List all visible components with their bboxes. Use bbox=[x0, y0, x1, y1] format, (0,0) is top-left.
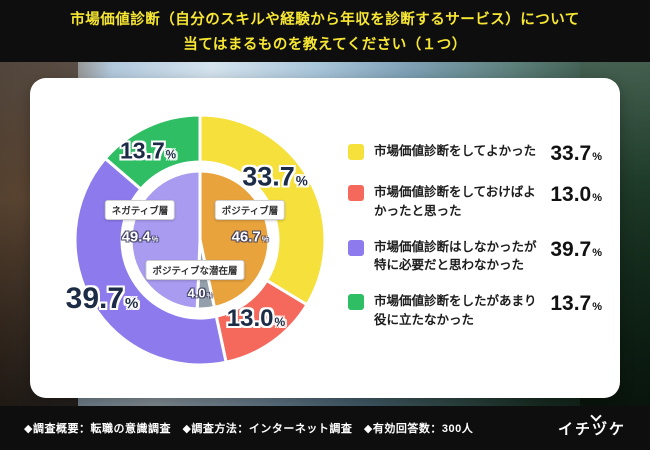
outer-pct-label-2: 13.0% bbox=[226, 305, 286, 332]
outer-pct-label-4: 13.7% bbox=[120, 137, 176, 164]
survey-info: ◆調査概要：転職の意識調査 ◆調査方法：インターネット調査 ◆有効回答数：300… bbox=[24, 423, 474, 435]
inner-pct-positive: 46.7% bbox=[231, 228, 269, 246]
inner-label-negative: ネガティブ層 bbox=[104, 200, 176, 220]
legend-item: 市場価値診断をしてよかった 33.7% bbox=[348, 142, 602, 166]
question-header: 市場価値診断（自分のスキルや経験から年収を診断するサービス）について 当てはまる… bbox=[0, 0, 650, 62]
inner-label-latent: ポジティブな潜在層 bbox=[145, 260, 245, 280]
legend-item: 市場価値診断はしなかったが特に必要だと思わなかった 39.7% bbox=[348, 238, 602, 276]
inner-label-positive: ポジティブ層 bbox=[214, 200, 286, 220]
legend-label: 市場価値診断をしてよかった bbox=[374, 144, 537, 158]
footer-bar: ◆調査概要：転職の意識調査 ◆調査方法：インターネット調査 ◆有効回答数：300… bbox=[0, 406, 650, 450]
question-line1: 市場価値診断（自分のスキルや経験から年収を診断するサービス）について bbox=[70, 12, 580, 28]
inner-pct-negative: 49.4% bbox=[121, 228, 159, 246]
legend-swatch-red bbox=[348, 185, 364, 201]
question-line2: 当てはまるものを教えてください（１つ） bbox=[183, 37, 467, 53]
donut-chart-svg bbox=[73, 113, 327, 367]
legend-label: 市場価値診断をしておけばよかったと思った bbox=[374, 185, 536, 218]
legend-swatch-purple bbox=[348, 239, 364, 256]
legend-value: 13.7% bbox=[550, 292, 602, 315]
legend-label: 市場価値診断をしたがあまり役に立たなかった bbox=[374, 294, 537, 327]
outer-pct-label-1: 33.7% bbox=[242, 161, 308, 192]
legend-label: 市場価値診断はしなかったが特に必要だと思わなかった bbox=[374, 239, 537, 273]
donut-chart: 33.7% 13.0% 39.7% 13.7% ネガティブ層 ポジティブ層 ポジ… bbox=[60, 100, 340, 380]
legend-swatch-green bbox=[348, 294, 364, 310]
outer-pct-label-3: 39.7% bbox=[65, 282, 139, 315]
legend: 市場価値診断をしてよかった 33.7% 市場価値診断をしておけばよかったと思った… bbox=[348, 142, 602, 330]
legend-value: 39.7% bbox=[550, 237, 602, 261]
legend-swatch-yellow bbox=[348, 144, 364, 160]
site-logo: イチヅケ bbox=[558, 418, 626, 439]
legend-item: 市場価値診断をしておけばよかったと思った 13.0% bbox=[348, 183, 602, 221]
legend-item: 市場価値診断をしたがあまり役に立たなかった 13.7% bbox=[348, 292, 602, 330]
survey-result-card: 33.7% 13.0% 39.7% 13.7% ネガティブ層 ポジティブ層 ポジ… bbox=[30, 78, 620, 398]
inner-pct-latent: 4.0% bbox=[187, 285, 213, 301]
legend-value: 13.0% bbox=[550, 183, 602, 206]
legend-value: 33.7% bbox=[550, 142, 602, 165]
